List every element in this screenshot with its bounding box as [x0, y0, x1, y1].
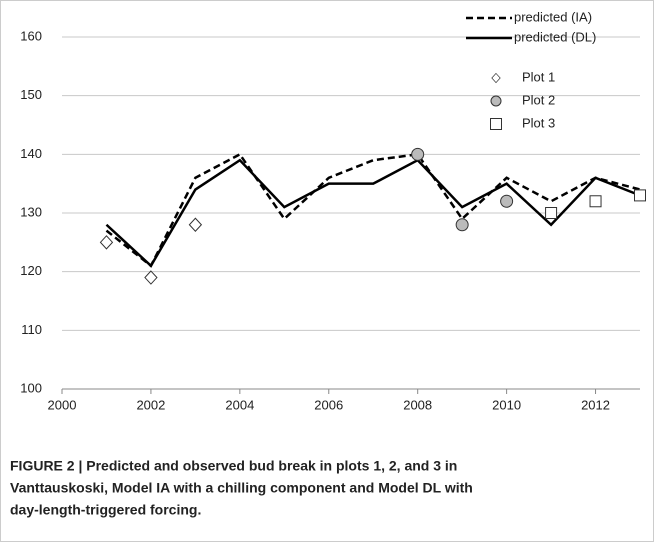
legend-marker	[490, 118, 502, 130]
legend-marker	[491, 72, 501, 84]
x-tick-label: 2004	[225, 397, 254, 412]
point	[589, 195, 602, 208]
point	[144, 270, 158, 285]
legend-label: Plot 2	[522, 92, 555, 107]
legend-marker	[490, 95, 502, 107]
y-tick-label: 100	[20, 380, 42, 395]
y-tick-label: 150	[20, 87, 42, 102]
x-tick-label: 2006	[314, 397, 343, 412]
point	[99, 235, 114, 250]
point	[634, 189, 646, 202]
x-tick-label: 2012	[581, 397, 610, 412]
legend-label: Plot 1	[522, 69, 555, 84]
caption-line: day-length-triggered forcing.	[10, 502, 201, 518]
x-tick-label: 2008	[403, 397, 432, 412]
caption-line: Vanttauskoski, Model IA with a chilling …	[10, 480, 473, 496]
point	[500, 194, 514, 208]
point	[545, 207, 558, 219]
legend-label: predicted (IA)	[514, 9, 592, 24]
y-tick-label: 160	[20, 28, 42, 43]
x-tick-label: 2002	[136, 397, 165, 412]
line	[105, 152, 641, 268]
point	[411, 147, 425, 161]
y-tick-label: 110	[21, 322, 42, 337]
point	[455, 218, 469, 232]
point	[188, 217, 203, 232]
x-tick-label: 2010	[492, 397, 521, 412]
x-tick-label: 2000	[48, 397, 77, 412]
y-tick-label: 140	[20, 146, 42, 161]
line	[105, 158, 641, 268]
y-tick-label: 130	[20, 204, 42, 219]
y-tick-label: 120	[20, 263, 42, 278]
legend-label: Plot 3	[522, 115, 555, 130]
legend-label: predicted (DL)	[514, 29, 596, 44]
caption-line: FIGURE 2 | Predicted and observed bud br…	[10, 458, 457, 474]
